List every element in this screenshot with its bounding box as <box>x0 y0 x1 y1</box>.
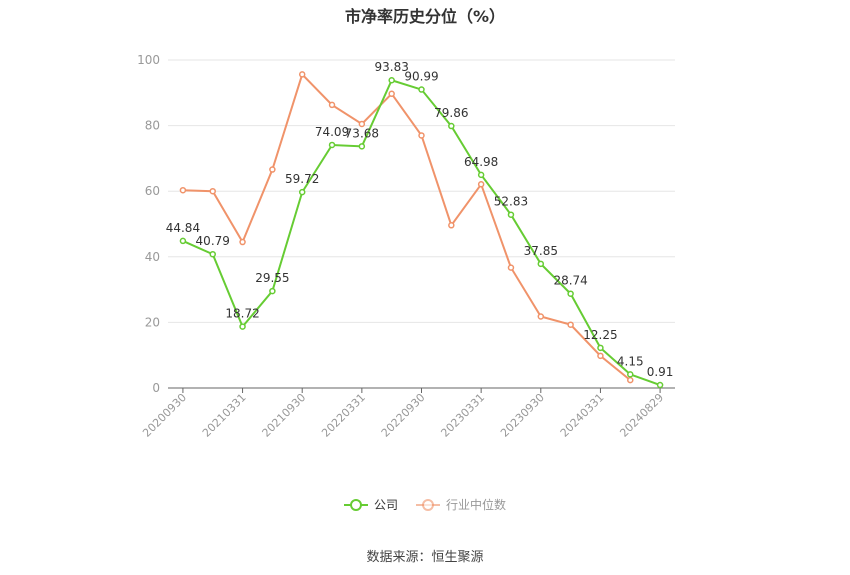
company-point <box>239 323 246 330</box>
data-label: 28.74 <box>553 274 587 288</box>
data-label: 90.99 <box>404 70 438 84</box>
industry-point <box>567 321 574 328</box>
company-point <box>597 344 604 352</box>
x-tick-label: 20230331 <box>438 391 487 440</box>
industry-point <box>269 166 276 173</box>
industry-point <box>507 264 515 271</box>
industry-point <box>448 222 455 229</box>
data-source: 数据来源：恒生聚源 <box>366 550 484 565</box>
data-label: 0.91 <box>647 365 674 379</box>
data-label: 18.72 <box>225 307 259 321</box>
company-point <box>507 211 515 218</box>
legend-industry-label: 行业中位数 <box>446 498 507 512</box>
company-point <box>627 371 634 378</box>
industry-point <box>597 352 604 360</box>
legend-industry-icon <box>416 498 440 511</box>
industry-point <box>209 187 216 195</box>
data-label: 93.83 <box>374 60 408 74</box>
data-label: 79.86 <box>434 106 468 120</box>
legend-item-company[interactable]: 公司 <box>343 496 398 513</box>
x-tick-label: 20220331 <box>319 391 368 440</box>
company-point <box>358 143 366 150</box>
x-tick-label: 20220930 <box>379 391 428 440</box>
company-point <box>418 86 425 93</box>
data-label: 74.09 <box>315 125 349 139</box>
industry-line <box>182 72 631 381</box>
company-point <box>328 141 336 149</box>
data-label: 52.83 <box>494 195 528 209</box>
company-point <box>448 122 455 130</box>
data-label: 37.85 <box>524 244 558 258</box>
data-label: 29.55 <box>255 271 289 285</box>
industry-point <box>537 313 545 320</box>
industry-point <box>388 90 395 98</box>
chart-title: 市净率历史分位（%） <box>344 7 506 26</box>
data-label: 40.79 <box>196 234 230 248</box>
industry-point <box>179 186 187 194</box>
company-point <box>179 237 187 245</box>
y-tick-label: 80 <box>145 119 160 133</box>
data-label: 44.84 <box>166 221 200 235</box>
y-tick-label: 20 <box>145 315 160 329</box>
data-label: 12.25 <box>583 328 617 342</box>
company-point <box>567 290 574 297</box>
company-point <box>477 171 485 179</box>
company-point <box>537 260 545 268</box>
industry-point <box>358 120 366 128</box>
x-tick-label: 20240829 <box>617 391 666 440</box>
data-label: 4.15 <box>617 354 644 368</box>
legend-company-icon <box>343 498 368 511</box>
y-tick-label: 100 <box>137 53 160 67</box>
company-point <box>209 250 216 258</box>
legend-company-label: 公司 <box>373 498 398 512</box>
data-label: 73.68 <box>345 126 379 140</box>
y-tick-label: 40 <box>145 250 160 264</box>
industry-point <box>239 238 246 246</box>
x-tick-label: 20200930 <box>140 391 189 440</box>
x-tick-label: 20230930 <box>498 391 547 440</box>
industry-point <box>298 71 306 78</box>
industry-point <box>477 181 485 188</box>
x-tick-label: 20210331 <box>200 391 249 440</box>
company-point <box>656 381 664 389</box>
data-label: 59.72 <box>285 172 319 186</box>
legend: 公司 行业中位数 <box>0 496 850 513</box>
industry-point <box>328 101 336 109</box>
company-point <box>298 188 306 196</box>
data-label: 64.98 <box>464 155 498 169</box>
y-tick-label: 0 <box>152 381 160 395</box>
industry-point <box>418 132 425 139</box>
y-tick-label: 60 <box>145 184 160 198</box>
company-point <box>269 287 276 295</box>
industry-point <box>627 376 634 384</box>
x-tick-label: 20210930 <box>260 391 309 440</box>
legend-item-industry[interactable]: 行业中位数 <box>416 496 506 513</box>
x-tick-label: 20240331 <box>558 391 607 440</box>
company-point <box>388 76 395 84</box>
